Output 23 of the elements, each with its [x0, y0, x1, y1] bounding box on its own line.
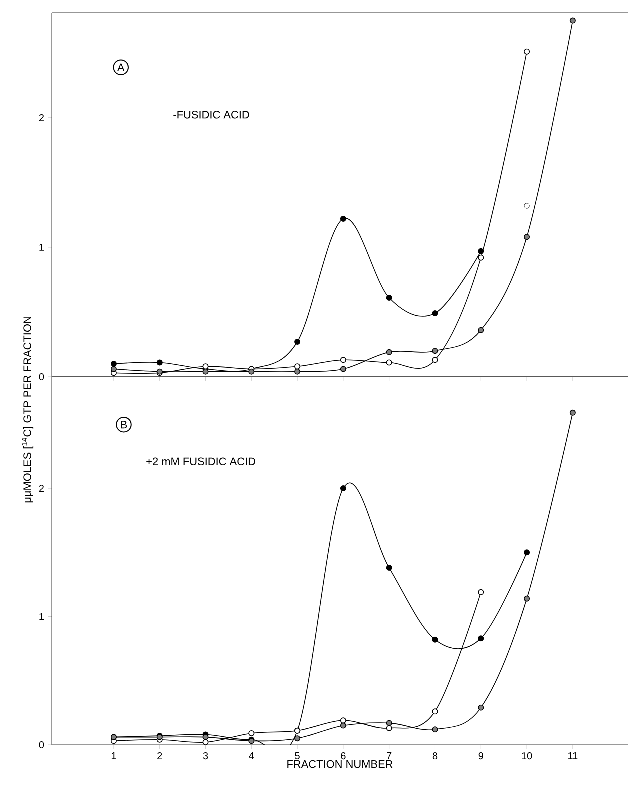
- y-tick-label: 0: [39, 741, 44, 749]
- y-tick-label: 2: [39, 114, 44, 122]
- y-tick-label: 0: [39, 373, 44, 381]
- x-tick-label: 6: [341, 752, 346, 760]
- x-tick-label: 5: [295, 752, 300, 760]
- annotation: B: [121, 421, 128, 429]
- x-tick-label: 10: [522, 752, 532, 760]
- x-tick-label: 2: [158, 752, 162, 760]
- x-tick-label: 8: [432, 752, 438, 760]
- annotation: A: [117, 64, 125, 72]
- x-tick-label: 3: [203, 752, 208, 760]
- x-tick-label: 4: [249, 752, 254, 760]
- y-axis-title: μμMOLES [$^{14}$C] GTP PER FRACTION: [22, 317, 34, 503]
- x-tick-label: 9: [478, 752, 484, 760]
- annotation: -FUSIDIC ACID: [174, 111, 250, 119]
- y-tick-label: 2: [39, 485, 44, 492]
- x-tick-label: 7: [387, 752, 392, 760]
- x-tick-label: 11: [568, 752, 578, 760]
- y-tick-label: 1: [40, 244, 44, 251]
- annotation: +2 mM FUSIDIC ACID: [146, 458, 256, 466]
- x-axis-title: FRACTION NUMBER: [288, 760, 393, 768]
- y-tick-label: 1: [40, 613, 44, 620]
- x-tick-label: 1: [112, 752, 116, 760]
